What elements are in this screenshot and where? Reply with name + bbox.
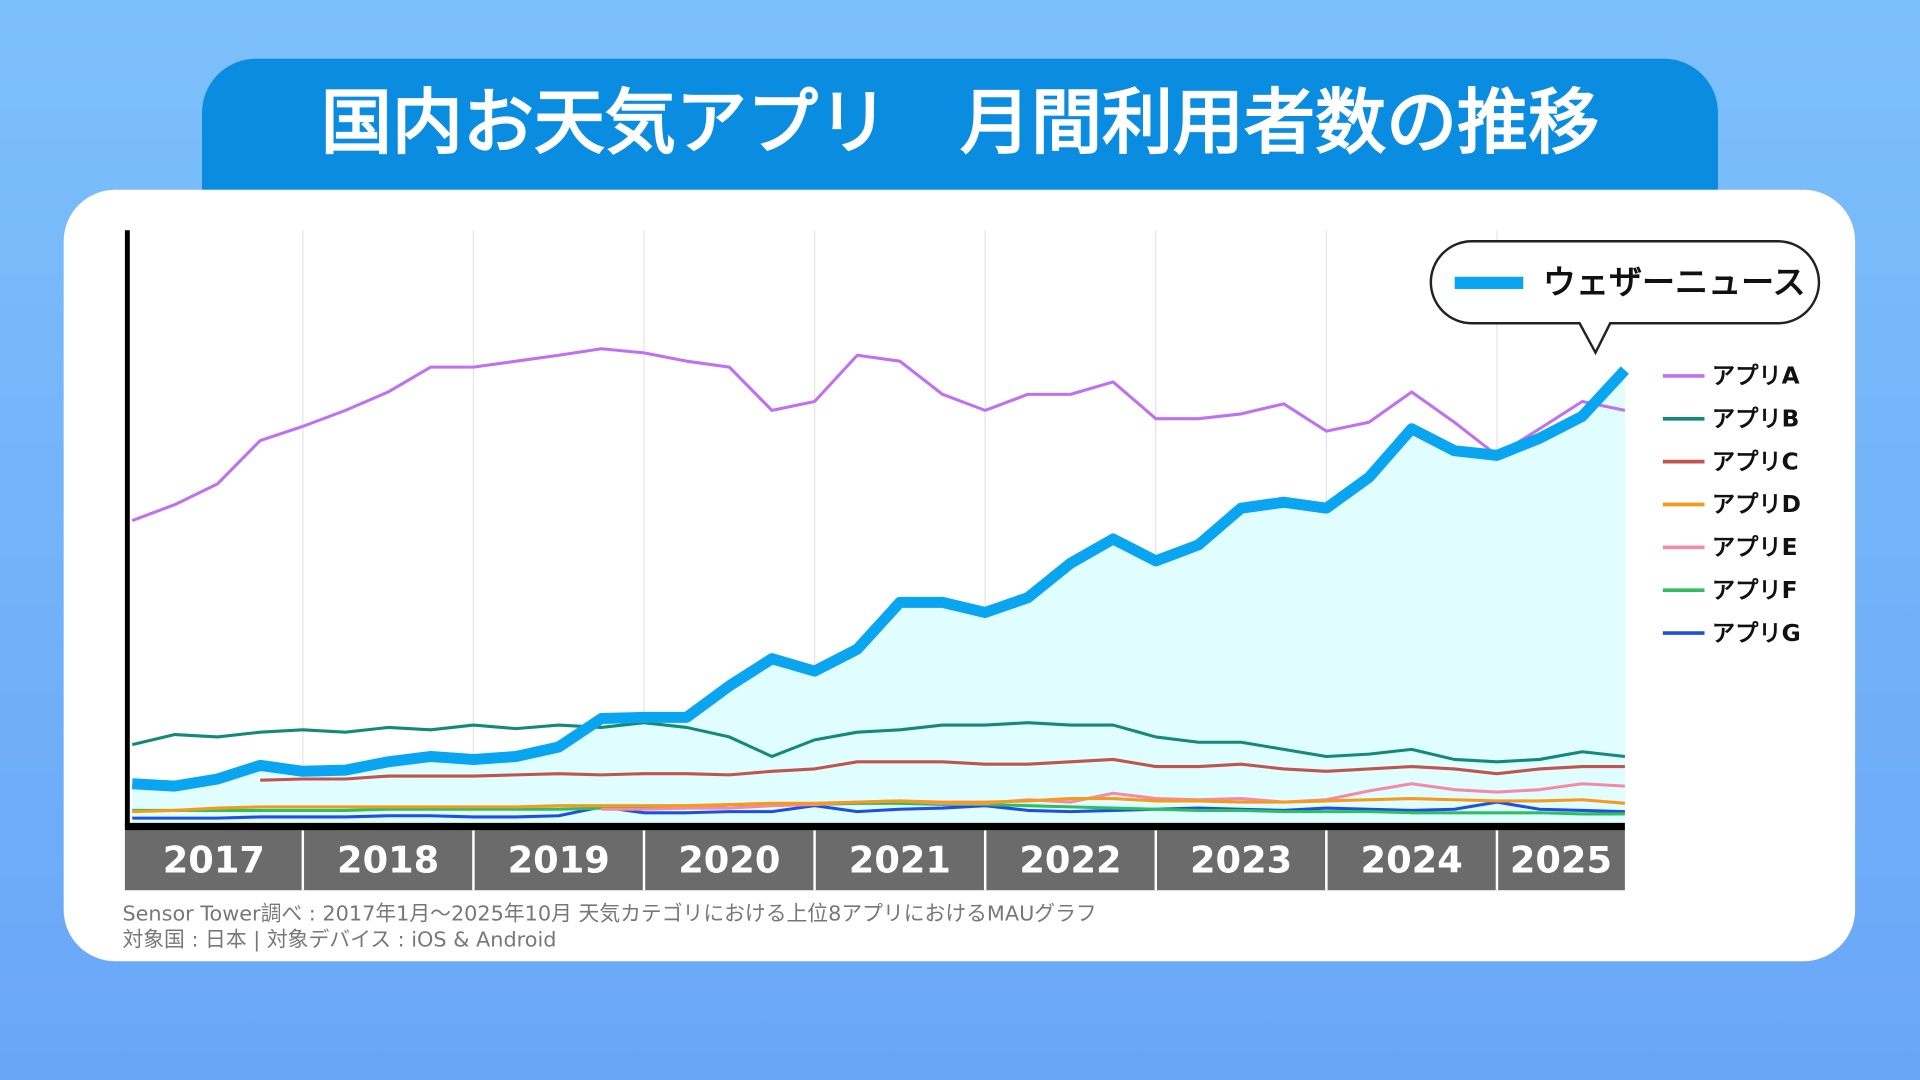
- year-cell: [473, 830, 645, 891]
- series-line: [601, 782, 1625, 811]
- x-tick-label: 2021: [849, 839, 951, 882]
- callout-label: ウェザーニュース: [1543, 263, 1806, 302]
- year-cell: [814, 830, 986, 891]
- year-cell: [985, 830, 1156, 891]
- x-tick-label: 2024: [1361, 839, 1463, 882]
- series-line: [132, 800, 1625, 820]
- plot: 2017 2018 2019 2020 2021 2022 2023 2024 2025 ウェザー…: [124, 230, 1821, 891]
- year-cell: [302, 830, 474, 891]
- series-line: [132, 801, 1625, 816]
- legend-label: アプリE: [1712, 534, 1798, 561]
- series-line: [131, 347, 1626, 523]
- year-cell: [644, 830, 815, 891]
- x-tick-label: 2023: [1190, 839, 1292, 882]
- area: [132, 370, 1625, 823]
- x-tick-label: 2018: [337, 839, 439, 882]
- series-line: [131, 721, 1626, 764]
- chart-title: 国内お天気アプリ 月間利用者数の推移: [321, 81, 1599, 164]
- x-tick-label: 2017: [163, 839, 265, 882]
- x-tick-label: 2022: [1019, 839, 1121, 882]
- callout: [1429, 240, 1821, 356]
- series-line: [132, 797, 1626, 814]
- source-note: Sensor Tower調べ : 2017年1月〜2025年10月 天気カテゴリ…: [122, 902, 1096, 926]
- year-cell: [1496, 830, 1625, 891]
- x-tick-label: 2019: [508, 839, 610, 882]
- legend-label: アプリF: [1712, 577, 1798, 604]
- year-cell: [124, 830, 303, 891]
- target-note: 対象国 : 日本 | 対象デバイス : iOS & Android: [122, 927, 556, 952]
- year-cell: [1155, 830, 1327, 891]
- legend-label: アプリG: [1712, 620, 1801, 647]
- x-tick-label: 2025: [1510, 839, 1612, 882]
- year-cell: [1326, 830, 1497, 891]
- legend-label: アプリB: [1712, 406, 1799, 433]
- legend-label: アプリD: [1712, 491, 1801, 518]
- legend-label: アプリC: [1712, 448, 1799, 475]
- series-line: [131, 366, 1629, 792]
- x-tick-label: 2020: [678, 839, 780, 882]
- legend-label: アプリA: [1712, 363, 1800, 390]
- series-line: [260, 757, 1625, 782]
